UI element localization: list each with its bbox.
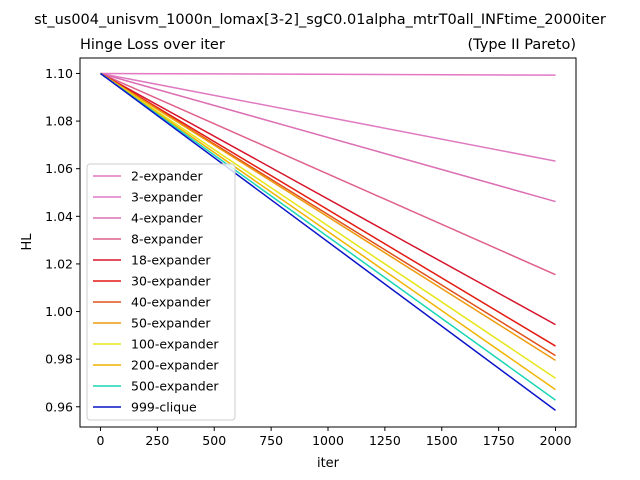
legend-entry: 999-clique [93,400,197,415]
legend-entry: 200-expander [93,358,219,373]
series-line-1 [100,72,556,76]
legend-label: 999-clique [131,400,197,415]
legend-entry: 3-expander [93,190,203,205]
series-line-11 [100,72,556,401]
legend-label: 2-expander [131,169,203,184]
legend-label: 200-expander [131,358,219,373]
series-line-10 [100,72,556,391]
x-tick-label: 500 [202,433,226,448]
legend-label: 18-expander [131,253,211,268]
legend-entry: 8-expander [93,232,203,247]
series-line-3 [100,72,556,203]
x-tick-label: 1000 [312,433,344,448]
series-line-8 [100,72,556,361]
series-line-12 [100,72,556,411]
y-tick-label: 1.02 [45,256,73,271]
y-axis-label: HL [20,233,35,251]
chart-title: Hinge Loss over iter [80,37,225,53]
legend-label: 4-expander [131,211,203,226]
y-tick-label: 1.00 [45,304,73,319]
series-layer [100,72,556,411]
series-line-4 [100,72,556,276]
legend-label: 3-expander [131,190,203,205]
series-line-5 [100,72,556,326]
x-tick-label: 1500 [426,433,458,448]
x-tick-label: 1250 [369,433,401,448]
legend-entry: 100-expander [93,337,219,352]
x-tick-label: 1750 [483,433,515,448]
legend: 2-expander 3-expander 4-expander 8-expander… [86,163,236,421]
legend-entry: 18-expander [93,253,211,268]
legend-entry: 50-expander [93,316,211,331]
legend-label: 500-expander [131,379,219,394]
legend-entry: 500-expander [93,379,219,394]
x-axis-ticks: 0 250 500 750 1000 1250 1500 1750 2000 [97,427,572,448]
chart-title-right: (Type II Pareto) [468,37,577,53]
y-tick-label: 1.08 [45,114,73,129]
x-axis-label: iter [317,456,340,471]
x-tick-label: 0 [97,433,105,448]
y-tick-label: 1.10 [45,66,73,81]
legend-label: 100-expander [131,337,219,352]
legend-label: 8-expander [131,232,203,247]
legend-label: 30-expander [131,274,211,289]
legend-label: 50-expander [131,316,211,331]
chart-suptitle: st_us004_unisvm_1000n_lomax[3-2]_sgC0.01… [34,12,606,28]
legend-box [86,163,236,421]
y-axis-ticks: 0.96 0.98 1.00 1.02 1.04 1.06 1.08 1.10 [45,66,80,414]
plot-frame [79,57,577,428]
legend-label: 40-expander [131,295,211,310]
y-tick-label: 1.06 [45,161,73,176]
legend-entry: 2-expander [93,169,203,184]
y-tick-label: 0.98 [45,352,73,367]
x-tick-label: 750 [259,433,283,448]
y-tick-label: 0.96 [45,399,73,414]
series-line-2 [100,72,556,162]
legend-entry: 4-expander [93,211,203,226]
series-line-6 [100,72,556,347]
legend-entry: 30-expander [93,274,211,289]
y-tick-label: 1.04 [45,209,73,224]
legend-entry: 40-expander [93,295,211,310]
x-tick-label: 250 [145,433,169,448]
series-line-9 [100,72,556,379]
x-tick-label: 2000 [540,433,572,448]
